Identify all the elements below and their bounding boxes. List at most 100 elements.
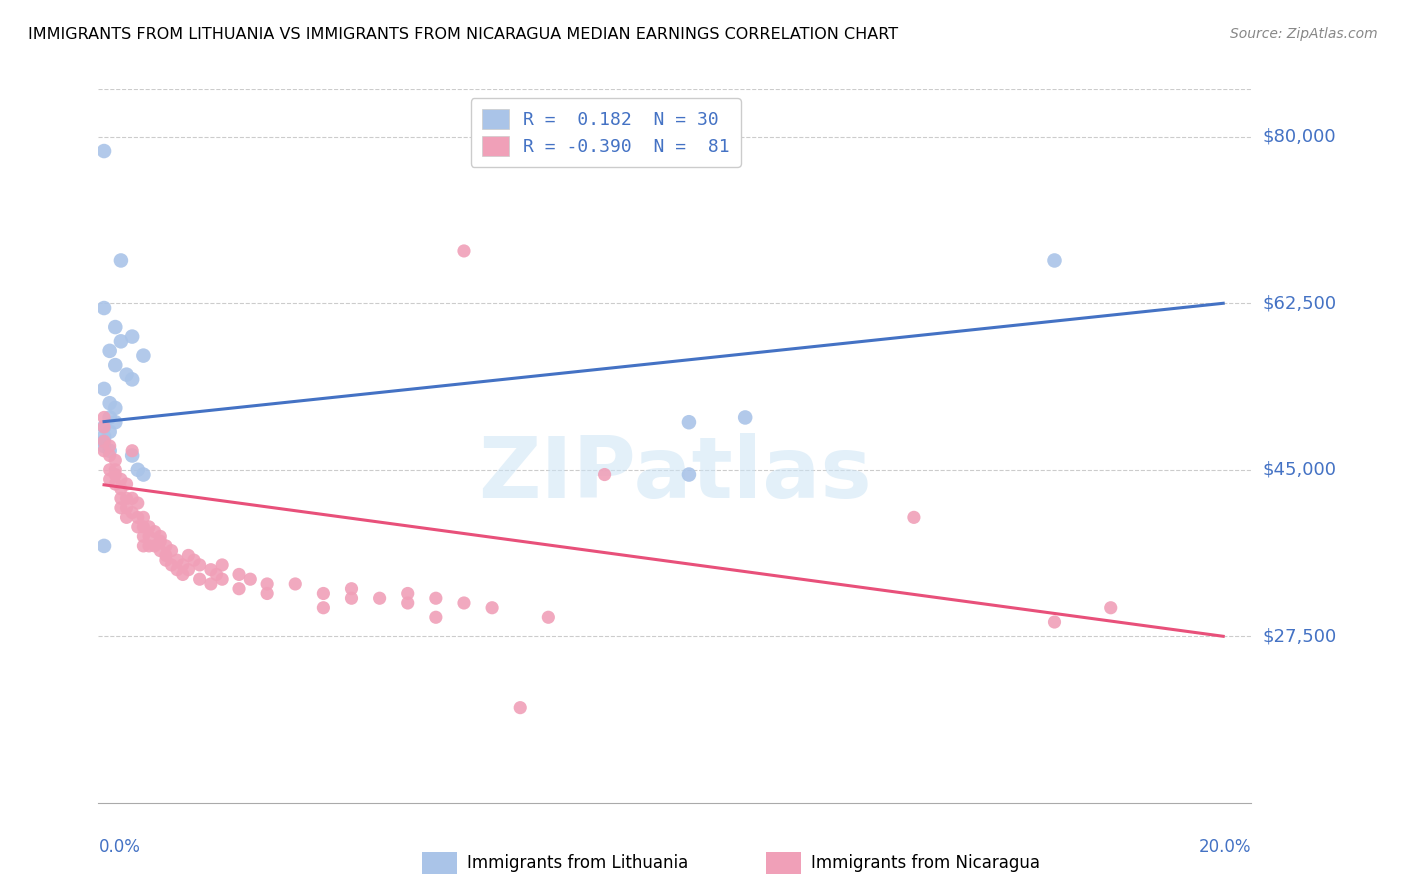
Point bbox=[104, 467, 127, 482]
Point bbox=[98, 439, 121, 453]
Point bbox=[509, 700, 531, 714]
Point bbox=[172, 567, 194, 582]
Point bbox=[121, 372, 143, 386]
Point bbox=[149, 543, 172, 558]
Point bbox=[98, 443, 121, 458]
Point bbox=[93, 410, 115, 425]
Point bbox=[132, 539, 155, 553]
Point bbox=[256, 577, 278, 591]
Point bbox=[127, 463, 149, 477]
Point bbox=[98, 410, 121, 425]
Point bbox=[228, 567, 250, 582]
Point bbox=[256, 586, 278, 600]
Text: Immigrants from Nicaragua: Immigrants from Nicaragua bbox=[811, 855, 1040, 872]
Point bbox=[93, 144, 115, 158]
Point bbox=[1099, 600, 1122, 615]
Point bbox=[172, 558, 194, 572]
Point bbox=[104, 320, 127, 334]
Point bbox=[143, 539, 166, 553]
Point bbox=[127, 496, 149, 510]
Point bbox=[200, 577, 222, 591]
Point bbox=[93, 382, 115, 396]
Point bbox=[453, 244, 475, 258]
Point bbox=[121, 443, 143, 458]
Point bbox=[104, 453, 127, 467]
Point bbox=[93, 539, 115, 553]
Legend: R =  0.182  N = 30, R = -0.390  N =  81: R = 0.182 N = 30, R = -0.390 N = 81 bbox=[471, 98, 741, 167]
Point bbox=[678, 467, 700, 482]
Point bbox=[115, 510, 138, 524]
Point bbox=[132, 520, 155, 534]
Text: Immigrants from Lithuania: Immigrants from Lithuania bbox=[467, 855, 688, 872]
Point bbox=[138, 529, 160, 543]
Point bbox=[155, 549, 177, 563]
Point bbox=[132, 467, 155, 482]
Point bbox=[98, 425, 121, 439]
Point bbox=[93, 301, 115, 315]
Point bbox=[312, 600, 335, 615]
Point bbox=[340, 591, 363, 606]
Point bbox=[200, 563, 222, 577]
Point bbox=[1043, 253, 1066, 268]
Text: Source: ZipAtlas.com: Source: ZipAtlas.com bbox=[1230, 27, 1378, 41]
Point bbox=[138, 520, 160, 534]
Point bbox=[110, 472, 132, 486]
Text: IMMIGRANTS FROM LITHUANIA VS IMMIGRANTS FROM NICARAGUA MEDIAN EARNINGS CORRELATI: IMMIGRANTS FROM LITHUANIA VS IMMIGRANTS … bbox=[28, 27, 898, 42]
Point bbox=[155, 553, 177, 567]
Point bbox=[110, 491, 132, 506]
Point bbox=[115, 368, 138, 382]
Point bbox=[98, 463, 121, 477]
Text: ZIPatlas: ZIPatlas bbox=[478, 433, 872, 516]
Point bbox=[239, 572, 262, 586]
Point bbox=[98, 472, 121, 486]
Point bbox=[903, 510, 925, 524]
Text: 20.0%: 20.0% bbox=[1199, 838, 1251, 856]
Point bbox=[110, 253, 132, 268]
Point bbox=[104, 358, 127, 372]
Point bbox=[93, 443, 115, 458]
Point bbox=[211, 558, 233, 572]
Point bbox=[734, 410, 756, 425]
Point bbox=[284, 577, 307, 591]
Point bbox=[537, 610, 560, 624]
Point bbox=[98, 343, 121, 358]
Text: $45,000: $45,000 bbox=[1263, 461, 1337, 479]
Point bbox=[121, 449, 143, 463]
Point bbox=[678, 415, 700, 429]
Point bbox=[98, 449, 121, 463]
Point bbox=[368, 591, 391, 606]
Point bbox=[177, 549, 200, 563]
Point bbox=[115, 491, 138, 506]
Point bbox=[110, 500, 132, 515]
Point bbox=[149, 534, 172, 549]
Point bbox=[593, 467, 616, 482]
Point bbox=[104, 477, 127, 491]
Point bbox=[93, 429, 115, 443]
Point bbox=[121, 329, 143, 343]
Point bbox=[211, 572, 233, 586]
Point bbox=[93, 420, 115, 434]
Point bbox=[127, 520, 149, 534]
Point bbox=[98, 396, 121, 410]
Point bbox=[115, 500, 138, 515]
Point bbox=[425, 591, 447, 606]
Point bbox=[453, 596, 475, 610]
Point bbox=[104, 463, 127, 477]
Point bbox=[160, 558, 183, 572]
Point bbox=[93, 420, 115, 434]
Point bbox=[1043, 615, 1066, 629]
Point bbox=[205, 567, 228, 582]
Point bbox=[425, 610, 447, 624]
Text: $62,500: $62,500 bbox=[1263, 294, 1337, 312]
Point bbox=[127, 510, 149, 524]
Point bbox=[143, 524, 166, 539]
Point bbox=[396, 586, 419, 600]
Text: $27,500: $27,500 bbox=[1263, 627, 1337, 645]
Point bbox=[177, 563, 200, 577]
Text: $80,000: $80,000 bbox=[1263, 128, 1336, 145]
Point bbox=[228, 582, 250, 596]
Point bbox=[110, 334, 132, 349]
Point bbox=[138, 539, 160, 553]
Point bbox=[115, 477, 138, 491]
Point bbox=[155, 539, 177, 553]
